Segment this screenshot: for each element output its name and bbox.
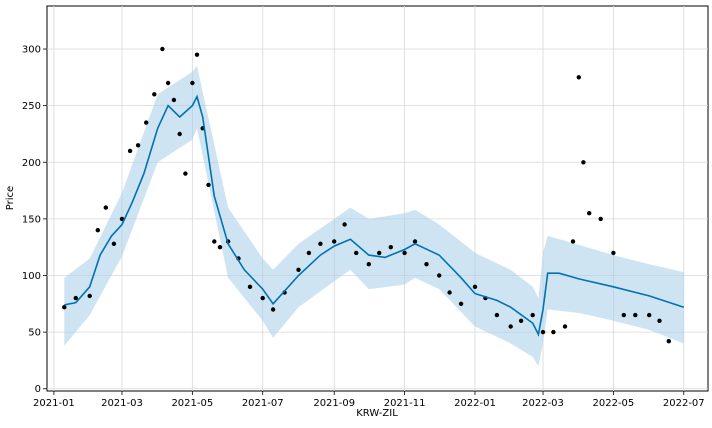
- observed-point: [647, 312, 652, 318]
- observed-point: [260, 295, 265, 301]
- x-tick-label: 2021-11: [384, 398, 426, 409]
- observed-point: [332, 239, 337, 244]
- observed-point: [62, 305, 67, 310]
- observed-point: [576, 75, 581, 80]
- observed-point: [135, 143, 141, 148]
- observed-point: [621, 312, 626, 318]
- observed-point: [657, 318, 662, 323]
- observed-point: [437, 273, 442, 278]
- observed-point: [87, 293, 92, 299]
- x-tick-label: 2021-07: [242, 398, 284, 409]
- observed-point: [472, 284, 478, 289]
- x-tick-label: 2021-03: [101, 398, 143, 409]
- observed-point: [247, 284, 253, 289]
- observed-point: [318, 241, 323, 246]
- x-tick-label: 2022-01: [454, 398, 496, 409]
- x-tick-label: 2022-03: [522, 398, 564, 409]
- observed-point: [144, 120, 149, 125]
- observed-point: [581, 160, 586, 165]
- forecast-line: [64, 94, 685, 337]
- observed-point: [666, 339, 671, 344]
- observed-point: [551, 329, 556, 335]
- observed-point: [540, 329, 546, 335]
- observed-point: [212, 239, 217, 244]
- x-axis-ticks: 2021-01 2021-03 2021-05 2021-07 2021-09 2021-…: [33, 391, 705, 409]
- plot-area: [46, 5, 709, 392]
- x-tick-label: 2022-07: [663, 398, 705, 409]
- y-tick-label: 150: [22, 214, 41, 225]
- x-axis-label: KRW-ZIL: [356, 408, 398, 419]
- uncertainty-band: [64, 66, 684, 367]
- observed-point: [342, 222, 347, 227]
- observed-point: [598, 216, 603, 222]
- observed-point: [171, 97, 177, 103]
- observed-point: [366, 262, 371, 267]
- forecast-yhat-line: [64, 94, 685, 337]
- observed-point: [217, 245, 223, 250]
- observed-point: [152, 92, 157, 97]
- observed-point: [412, 239, 418, 244]
- observed-point: [206, 182, 211, 188]
- y-tick-label: 200: [22, 158, 41, 169]
- observed-point: [160, 46, 165, 52]
- observed-point: [165, 80, 171, 86]
- observed-point: [377, 250, 382, 256]
- observed-point: [111, 241, 117, 246]
- y-tick-label: 300: [22, 45, 41, 56]
- observed-point: [611, 250, 616, 256]
- y-tick-label: 0: [35, 384, 41, 395]
- observed-point: [306, 250, 312, 256]
- observed-point: [633, 312, 638, 318]
- y-tick-label: 250: [22, 101, 41, 112]
- observed-point: [73, 295, 79, 301]
- observed-point: [103, 205, 109, 210]
- x-tick-label: 2021-09: [313, 398, 355, 409]
- x-tick-label: 2021-05: [171, 398, 213, 409]
- observed-point: [183, 171, 188, 176]
- observed-point: [508, 324, 513, 329]
- observed-point: [424, 262, 429, 267]
- x-tick-label: 2021-01: [33, 398, 75, 409]
- observed-point: [570, 239, 576, 244]
- observed-point: [518, 318, 524, 323]
- observed-point: [494, 312, 500, 318]
- observed-point: [119, 216, 125, 222]
- observed-point: [296, 267, 301, 272]
- observed-point: [354, 250, 359, 256]
- observed-point: [177, 131, 182, 137]
- observed-point: [194, 52, 200, 57]
- y-tick-label: 100: [22, 271, 41, 282]
- observed-point: [190, 80, 195, 86]
- x-tick-label: 2022-05: [593, 398, 635, 409]
- observed-point: [530, 312, 535, 318]
- observed-point: [388, 245, 393, 250]
- y-tick-label: 50: [28, 328, 41, 339]
- observed-point: [270, 307, 276, 312]
- observed-point: [447, 290, 452, 295]
- observed-point: [95, 228, 101, 233]
- observed-point: [402, 250, 407, 256]
- y-axis-ticks: 0 50 100 150 200 250 300: [22, 45, 47, 395]
- observed-point: [127, 148, 133, 154]
- y-axis-label: Price: [5, 186, 16, 210]
- observed-points: [62, 46, 671, 344]
- observed-point: [562, 324, 568, 329]
- uncertainty-band-area: [64, 66, 684, 367]
- observed-point: [587, 211, 592, 216]
- observed-point: [458, 301, 464, 306]
